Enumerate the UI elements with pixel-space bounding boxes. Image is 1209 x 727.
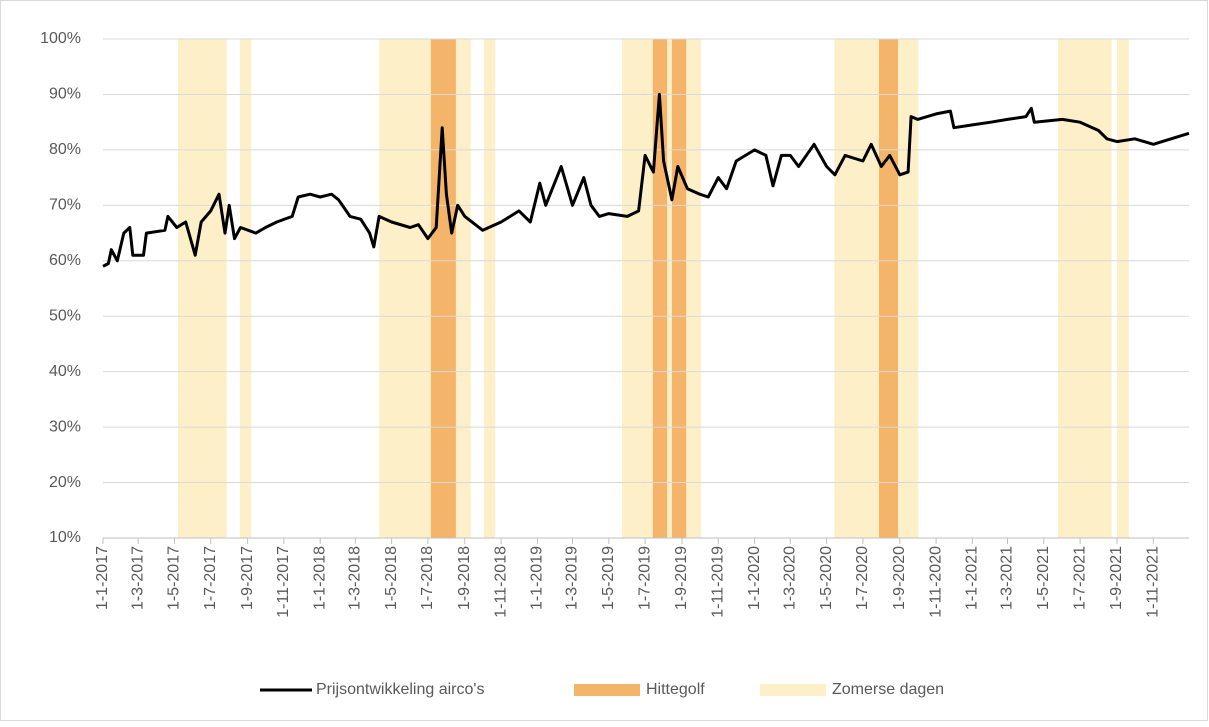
x-tick-label: 1-9-2017 [239,546,256,610]
x-tick-label: 1-5-2017 [166,546,183,610]
plot [102,92,1190,268]
y-tick-label: 20% [49,474,81,491]
x-tick-label: 1-9-2019 [673,546,690,610]
x-tick-label: 1-9-2018 [456,546,473,610]
legend-swatch [574,684,640,696]
x-tick-label: 1-1-2017 [94,546,111,610]
x-tick-label: 1-5-2018 [383,546,400,610]
x-tick-label: 1-11-2018 [492,546,509,618]
x-tick-label: 1-11-2020 [927,546,944,618]
x-tick-label: 1-1-2020 [746,546,763,610]
x-tick-label: 1-7-2021 [1071,546,1088,610]
x-tick-label: 1-3-2019 [564,546,581,610]
x-tick-label: 1-9-2020 [891,546,908,610]
y-tick-label: 40% [49,363,81,380]
band [878,39,899,538]
bands [177,39,1129,538]
y-tick-label: 90% [49,86,81,103]
x-tick-label: 1-11-2017 [275,546,292,618]
x-tick-label: 1-5-2021 [1035,546,1052,610]
x-tick-label: 1-5-2019 [600,546,617,610]
band [1058,39,1112,538]
y-tick-label: 30% [49,418,81,435]
band [834,39,919,538]
y-tick-label: 80% [49,141,81,158]
legend: Prijsontwikkeling airco's Hittegolf Zomers… [260,681,944,698]
y-tick-label: 100% [40,30,81,47]
x-tick-label: 1-3-2021 [999,546,1016,610]
y-tick-label: 50% [49,307,81,324]
x-tick-label: 1-7-2019 [636,546,653,610]
legend-swatch [760,684,826,696]
x-tick-label: 1-3-2017 [129,546,146,610]
x-tick-label: 1-7-2020 [854,546,871,610]
x-tick-label: 1-1-2018 [311,546,328,610]
band [671,39,687,538]
y-tick-label: 10% [49,529,81,546]
band [1116,39,1129,538]
x-tick-label: 1-9-2021 [1108,546,1125,610]
x-tick-label: 1-3-2018 [347,546,364,610]
axes: 10% 20% 30% 40% 50% 60% 70% 80% 90% 100% 1-1-2017 1… [40,30,1189,618]
x-tick-label: 1-3-2020 [782,546,799,610]
x-tick-label: 1-7-2018 [419,546,436,610]
y-tick-label: 60% [49,252,81,269]
line [102,92,1190,268]
legend-label: Prijsontwikkeling airco's [316,681,484,698]
band [430,39,456,538]
band [483,39,496,538]
y-tick-label: 70% [49,197,81,214]
band [379,39,471,538]
x-tick-label: 1-5-2020 [818,546,835,610]
band [177,39,227,538]
x-tick-label: 1-7-2017 [202,546,219,610]
x-tick-label: 1-1-2021 [964,546,981,610]
legend-label: Zomerse dagen [832,681,944,698]
band [239,39,252,538]
x-tick-label: 1-11-2021 [1145,546,1162,618]
x-tick-label: 1-1-2019 [529,546,546,610]
x-tick-label: 1-11-2019 [710,546,727,618]
legend-label: Hittegolf [646,681,705,698]
